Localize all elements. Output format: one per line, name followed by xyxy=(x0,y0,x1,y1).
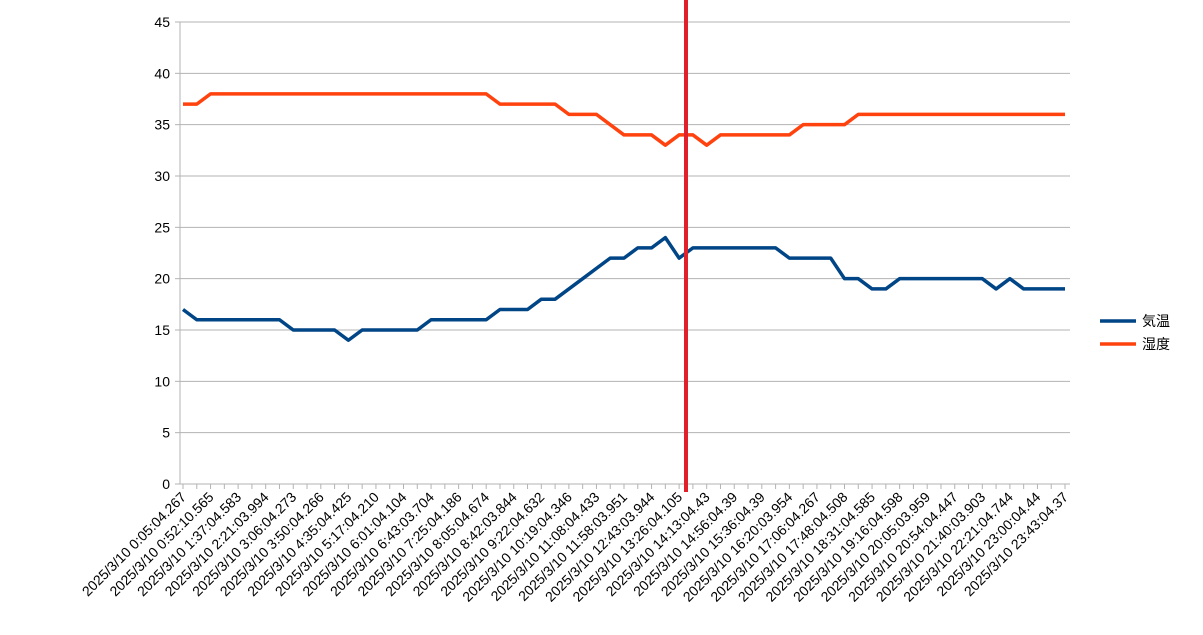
y-tick-label: 15 xyxy=(154,322,170,338)
series-line xyxy=(183,92,1065,147)
y-tick-label: 30 xyxy=(154,168,170,184)
y-tick-label: 40 xyxy=(154,65,170,81)
y-tick-label: 0 xyxy=(162,476,170,492)
legend-label: 気温 xyxy=(1142,313,1170,329)
y-tick-label: 10 xyxy=(154,373,170,389)
series-line xyxy=(181,235,1065,343)
y-tick-label: 35 xyxy=(154,117,170,133)
y-tick-label: 5 xyxy=(162,425,170,441)
legend-label: 湿度 xyxy=(1142,336,1170,352)
y-tick-label: 20 xyxy=(154,271,170,287)
y-tick-label: 45 xyxy=(154,14,170,30)
y-tick-label: 25 xyxy=(154,219,170,235)
